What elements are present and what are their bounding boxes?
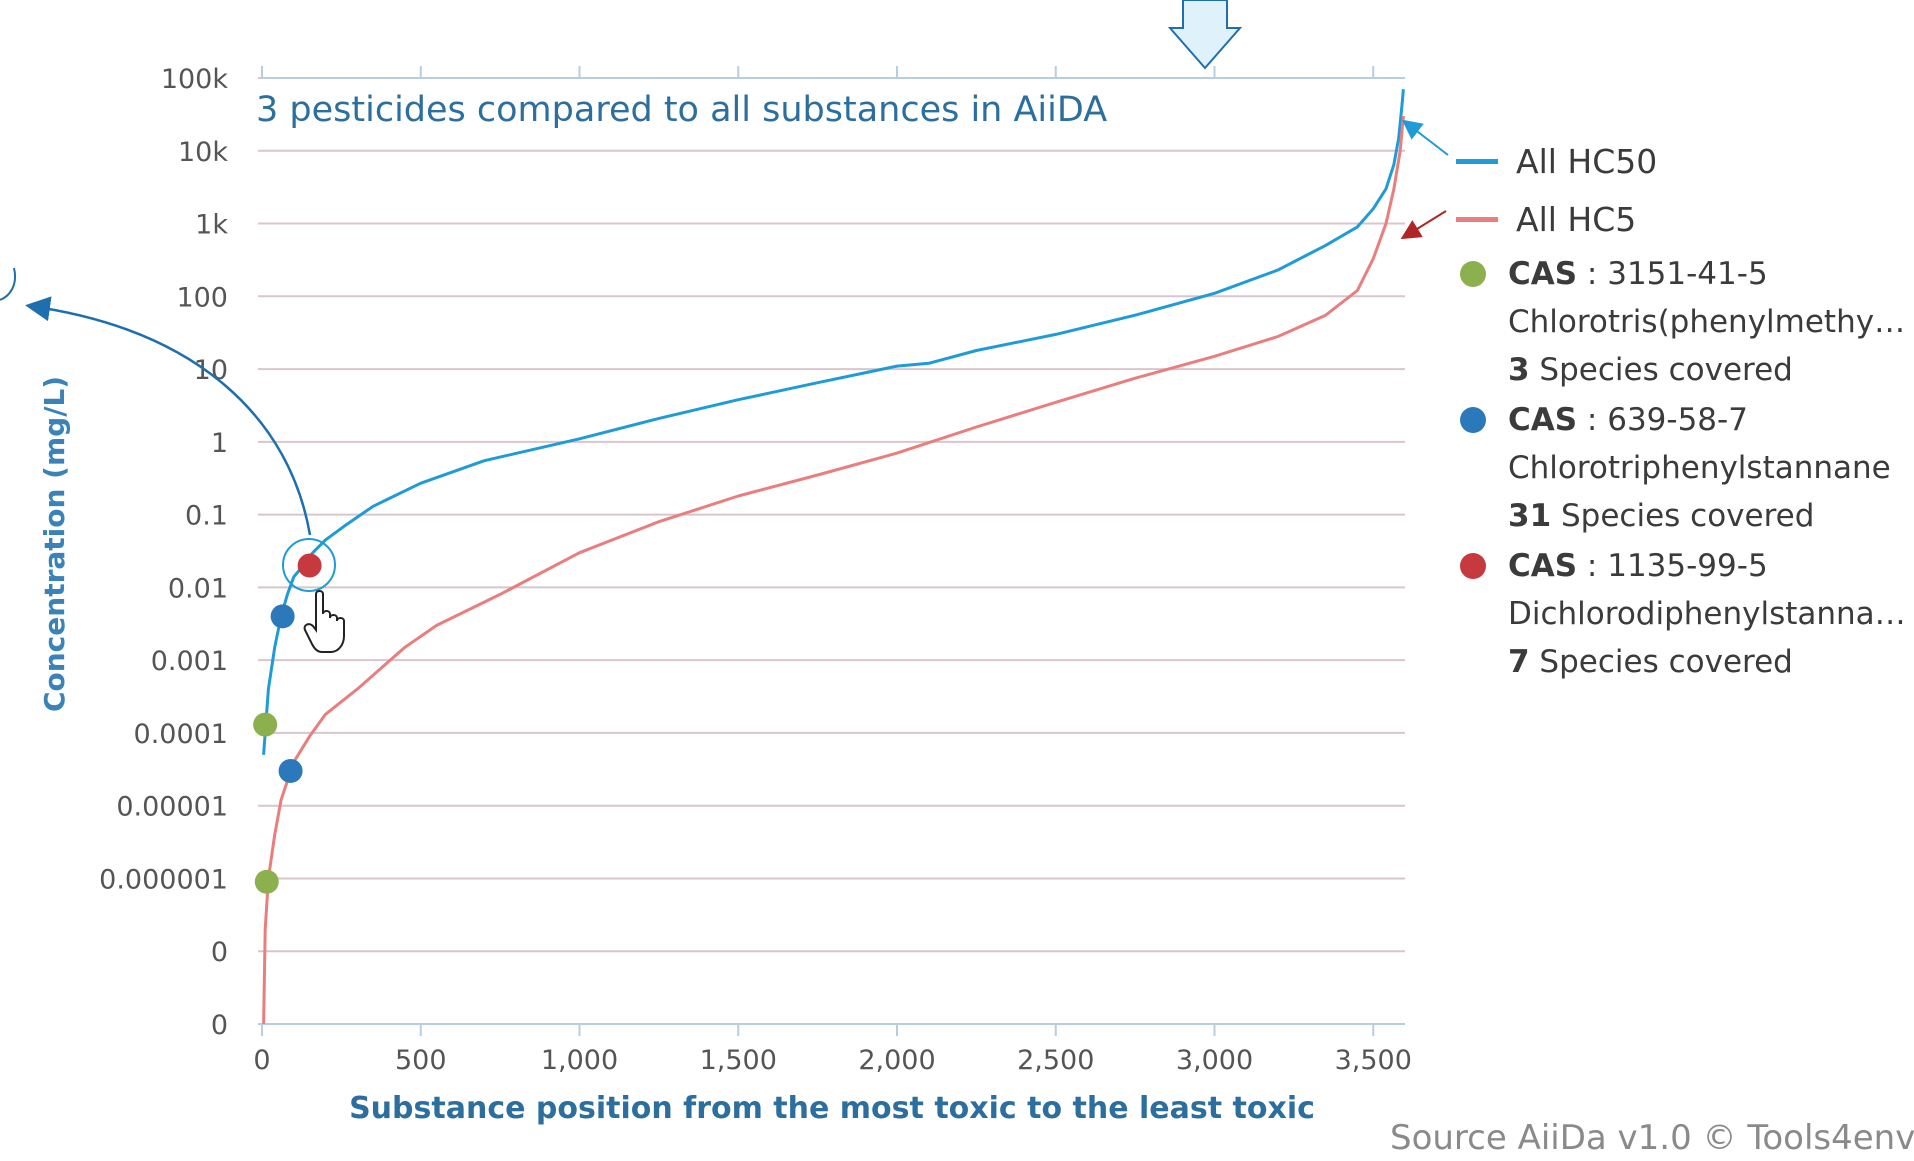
legend-label-hc50: All HC50 — [1516, 141, 1658, 181]
hc50-pointer-icon — [1401, 119, 1449, 156]
series-line-all-hc5[interactable] — [262, 115, 1405, 1025]
y-tick-label: 1k — [195, 210, 228, 241]
source-credit: Source AiiDa v1.0 © Tools4env — [1390, 1118, 1914, 1158]
point-639-58-7[interactable] — [278, 758, 303, 783]
cas-key: CAS — [1508, 548, 1578, 584]
y-tick-label: 0.01 — [168, 573, 228, 604]
y-tick-label: 0.000001 — [99, 864, 228, 895]
x-tick-label: 2,000 — [858, 1045, 935, 1076]
cas-number: : 3151-41-5 — [1577, 256, 1768, 292]
legend-item-substance-2[interactable]: CAS : 639-58-7 Chlorotriphenylstannane 3… — [1456, 396, 1906, 540]
substance-name: Dichlorodiphenylstannane — [1508, 596, 1906, 632]
y-tick-label: 0.001 — [151, 646, 228, 677]
highlight-circle — [282, 538, 336, 592]
cas-number: : 639-58-7 — [1577, 402, 1748, 438]
y-tick-label: 0 — [211, 1010, 228, 1041]
grid-lines — [258, 77, 1405, 1025]
point-1135-99-5[interactable] — [297, 553, 322, 578]
legend-label-hc5: All HC5 — [1516, 199, 1637, 239]
bracket-line — [0, 267, 16, 301]
substance-points — [253, 553, 322, 894]
y-axis-label: Concentration (mg/L) — [38, 376, 71, 712]
legend-item-substance-3[interactable]: CAS : 1135-99-5 Dichlorodiphenylstannane… — [1456, 542, 1906, 686]
y-tick-label: 1 — [211, 428, 228, 459]
chart-title: 3 pesticides compared to all substances … — [256, 90, 1107, 130]
x-tick-label: 2,500 — [1017, 1045, 1094, 1076]
down-arrow-icon — [1167, 0, 1243, 70]
hand-cursor-icon — [303, 590, 345, 653]
species-text: Species covered — [1551, 498, 1815, 534]
species-count: 3 — [1508, 352, 1530, 388]
species-text: Species covered — [1529, 644, 1793, 680]
y-axis: 0 0 0.000001 0.00001 0.0001 0.001 0.01 0.1 1 10 10… — [99, 64, 228, 1041]
x-tick-label: 0 — [253, 1045, 270, 1076]
hc5-pointer-icon — [1400, 210, 1447, 240]
y-tick-label: 100 — [176, 282, 228, 313]
series-line-all-hc50[interactable] — [262, 89, 1405, 755]
substance-1-dot — [1460, 261, 1486, 287]
cas-number: : 1135-99-5 — [1577, 548, 1768, 584]
legend-item-hc5[interactable]: All HC5 — [1456, 190, 1906, 248]
x-axis-label: Substance position from the most toxic t… — [349, 1091, 1315, 1126]
legend-item-substance-1[interactable]: CAS : 3151-41-5 Chlorotris(phenylmethyl)… — [1456, 250, 1906, 394]
point-3151-41-5[interactable] — [254, 869, 279, 894]
point-3151-41-5[interactable] — [253, 712, 278, 737]
x-axis: 0 500 1,000 1,500 2,000 2,500 3,000 3,500 — [253, 66, 1412, 1076]
substance-2-dot — [1460, 407, 1486, 433]
legend-item-hc50[interactable]: All HC50 — [1456, 132, 1906, 190]
legend: All HC50 All HC5 CAS : 3151-41-5 Chlorot… — [1456, 132, 1906, 686]
y-tick-label: 0.0001 — [134, 719, 228, 750]
y-tick-label: 10 — [194, 355, 228, 386]
x-tick-label: 1,000 — [541, 1045, 618, 1076]
species-text: Species covered — [1529, 352, 1793, 388]
y-tick-label: 0.1 — [185, 501, 228, 532]
y-tick-label: 0 — [211, 937, 228, 968]
x-tick-label: 3,500 — [1335, 1045, 1412, 1076]
cas-key: CAS — [1508, 402, 1578, 438]
hc5-swatch — [1456, 216, 1498, 222]
hc50-swatch — [1456, 158, 1498, 164]
cas-key: CAS — [1508, 256, 1578, 292]
y-tick-label: 10k — [178, 137, 228, 168]
y-tick-label: 100k — [161, 64, 229, 95]
substance-name: Chlorotris(phenylmethyl)s… — [1508, 304, 1906, 340]
y-tick-label: 0.00001 — [116, 792, 228, 823]
substance-3-dot — [1460, 553, 1486, 579]
substance-name: Chlorotriphenylstannane — [1508, 450, 1891, 486]
highlight-arrow-icon — [25, 296, 312, 536]
x-tick-label: 1,500 — [700, 1045, 777, 1076]
species-count: 7 — [1508, 644, 1530, 680]
x-tick-label: 500 — [395, 1045, 447, 1076]
x-tick-label: 3,000 — [1176, 1045, 1253, 1076]
species-count: 31 — [1508, 498, 1552, 534]
point-639-58-7[interactable] — [270, 604, 295, 629]
series-lines — [262, 89, 1405, 1025]
